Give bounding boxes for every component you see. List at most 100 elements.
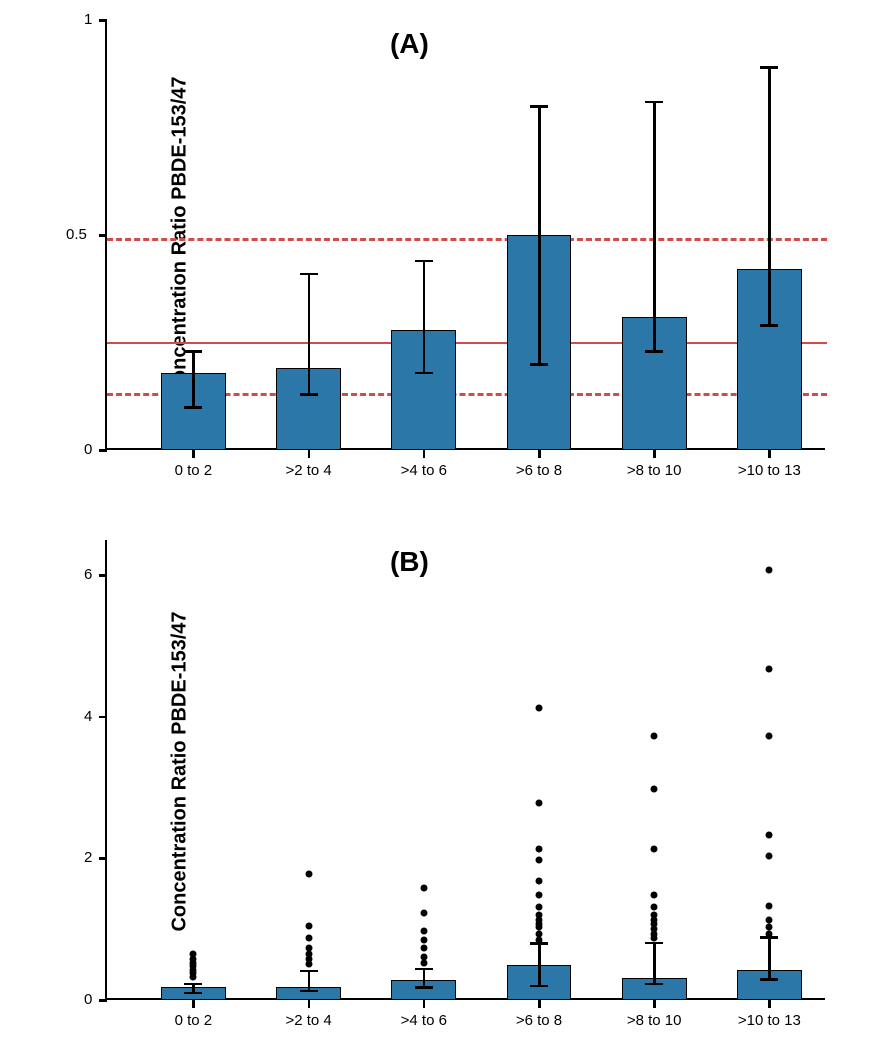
scatter-point (651, 786, 658, 793)
x-tick-label: >6 to 8 (484, 1012, 594, 1029)
y-tick-label: 1 (84, 11, 92, 28)
scatter-point (766, 924, 773, 931)
reference-line-solid (107, 342, 827, 344)
error-bar (768, 937, 771, 979)
error-cap (760, 978, 778, 981)
error-cap (184, 350, 202, 353)
x-tick (653, 450, 656, 458)
x-tick (192, 1000, 195, 1008)
scatter-point (305, 934, 312, 941)
scatter-point (536, 911, 543, 918)
x-tick (768, 1000, 771, 1008)
scatter-point (536, 846, 543, 853)
x-tick-label: >8 to 10 (599, 462, 709, 479)
error-cap (184, 406, 202, 409)
error-bar (768, 67, 771, 325)
scatter-point (536, 704, 543, 711)
y-tick-label: 6 (84, 566, 92, 583)
x-tick (653, 1000, 656, 1008)
error-cap (300, 273, 318, 276)
error-cap (300, 393, 318, 396)
scatter-point (420, 885, 427, 892)
error-cap (415, 372, 433, 375)
panel-b-plot-area: (B) 02460 to 2>2 to 4>4 to 6>6 to 8>8 to… (105, 540, 825, 1000)
error-cap (530, 105, 548, 108)
x-tick-label: 0 to 2 (138, 462, 248, 479)
x-tick (538, 1000, 541, 1008)
error-cap (760, 324, 778, 327)
scatter-point (766, 917, 773, 924)
error-bar (653, 102, 656, 351)
scatter-point (766, 832, 773, 839)
x-tick (308, 450, 311, 458)
error-bar (423, 969, 426, 987)
x-tick-label: 0 to 2 (138, 1012, 248, 1029)
error-cap (300, 990, 318, 993)
error-bar (653, 943, 656, 984)
error-cap (645, 983, 663, 986)
panel-a-label: (A) (390, 28, 429, 60)
scatter-point (536, 857, 543, 864)
scatter-point (420, 953, 427, 960)
scatter-point (651, 892, 658, 899)
error-cap (300, 970, 318, 973)
error-bar (192, 351, 195, 407)
scatter-point (536, 800, 543, 807)
x-tick (423, 450, 426, 458)
y-tick (99, 234, 107, 237)
x-tick (192, 450, 195, 458)
y-tick (99, 716, 107, 719)
scatter-point (766, 853, 773, 860)
error-cap (530, 363, 548, 366)
reference-line-dashed (107, 238, 827, 241)
scatter-point (420, 936, 427, 943)
y-tick (99, 999, 107, 1002)
scatter-point (651, 733, 658, 740)
scatter-point (536, 904, 543, 911)
x-tick-label: >8 to 10 (599, 1012, 709, 1029)
y-tick-label: 0 (84, 991, 92, 1008)
scatter-point (190, 951, 197, 958)
error-cap (415, 260, 433, 263)
panel-a-plot-area: (A) 00.510 to 2>2 to 4>4 to 6>6 to 8>8 t… (105, 20, 825, 450)
scatter-point (305, 871, 312, 878)
x-tick-label: >4 to 6 (369, 1012, 479, 1029)
scatter-point (766, 566, 773, 573)
y-tick (99, 19, 107, 22)
error-cap (760, 66, 778, 69)
x-tick-label: >6 to 8 (484, 462, 594, 479)
x-tick (538, 450, 541, 458)
error-bar (423, 261, 426, 373)
x-tick (423, 1000, 426, 1008)
scatter-point (536, 892, 543, 899)
x-tick-label: >10 to 13 (714, 1012, 824, 1029)
scatter-point (536, 878, 543, 885)
y-tick-label: 2 (84, 849, 92, 866)
scatter-point (766, 733, 773, 740)
error-bar (538, 106, 541, 364)
scatter-point (766, 665, 773, 672)
y-tick-label: 4 (84, 708, 92, 725)
x-tick (308, 1000, 311, 1008)
scatter-point (766, 903, 773, 910)
error-cap (184, 992, 202, 995)
scatter-point (766, 931, 773, 938)
error-bar (308, 971, 311, 991)
x-tick (768, 450, 771, 458)
x-tick-label: >2 to 4 (254, 1012, 364, 1029)
error-cap (530, 985, 548, 988)
scatter-point (420, 910, 427, 917)
x-tick-label: >2 to 4 (254, 462, 364, 479)
y-tick (99, 449, 107, 452)
scatter-point (651, 911, 658, 918)
y-tick-label: 0 (84, 441, 92, 458)
error-bar (538, 943, 541, 985)
y-tick (99, 574, 107, 577)
error-cap (415, 968, 433, 971)
error-cap (184, 983, 202, 986)
scatter-point (651, 904, 658, 911)
x-tick-label: >10 to 13 (714, 462, 824, 479)
error-cap (645, 350, 663, 353)
scatter-point (420, 927, 427, 934)
scatter-point (536, 931, 543, 938)
